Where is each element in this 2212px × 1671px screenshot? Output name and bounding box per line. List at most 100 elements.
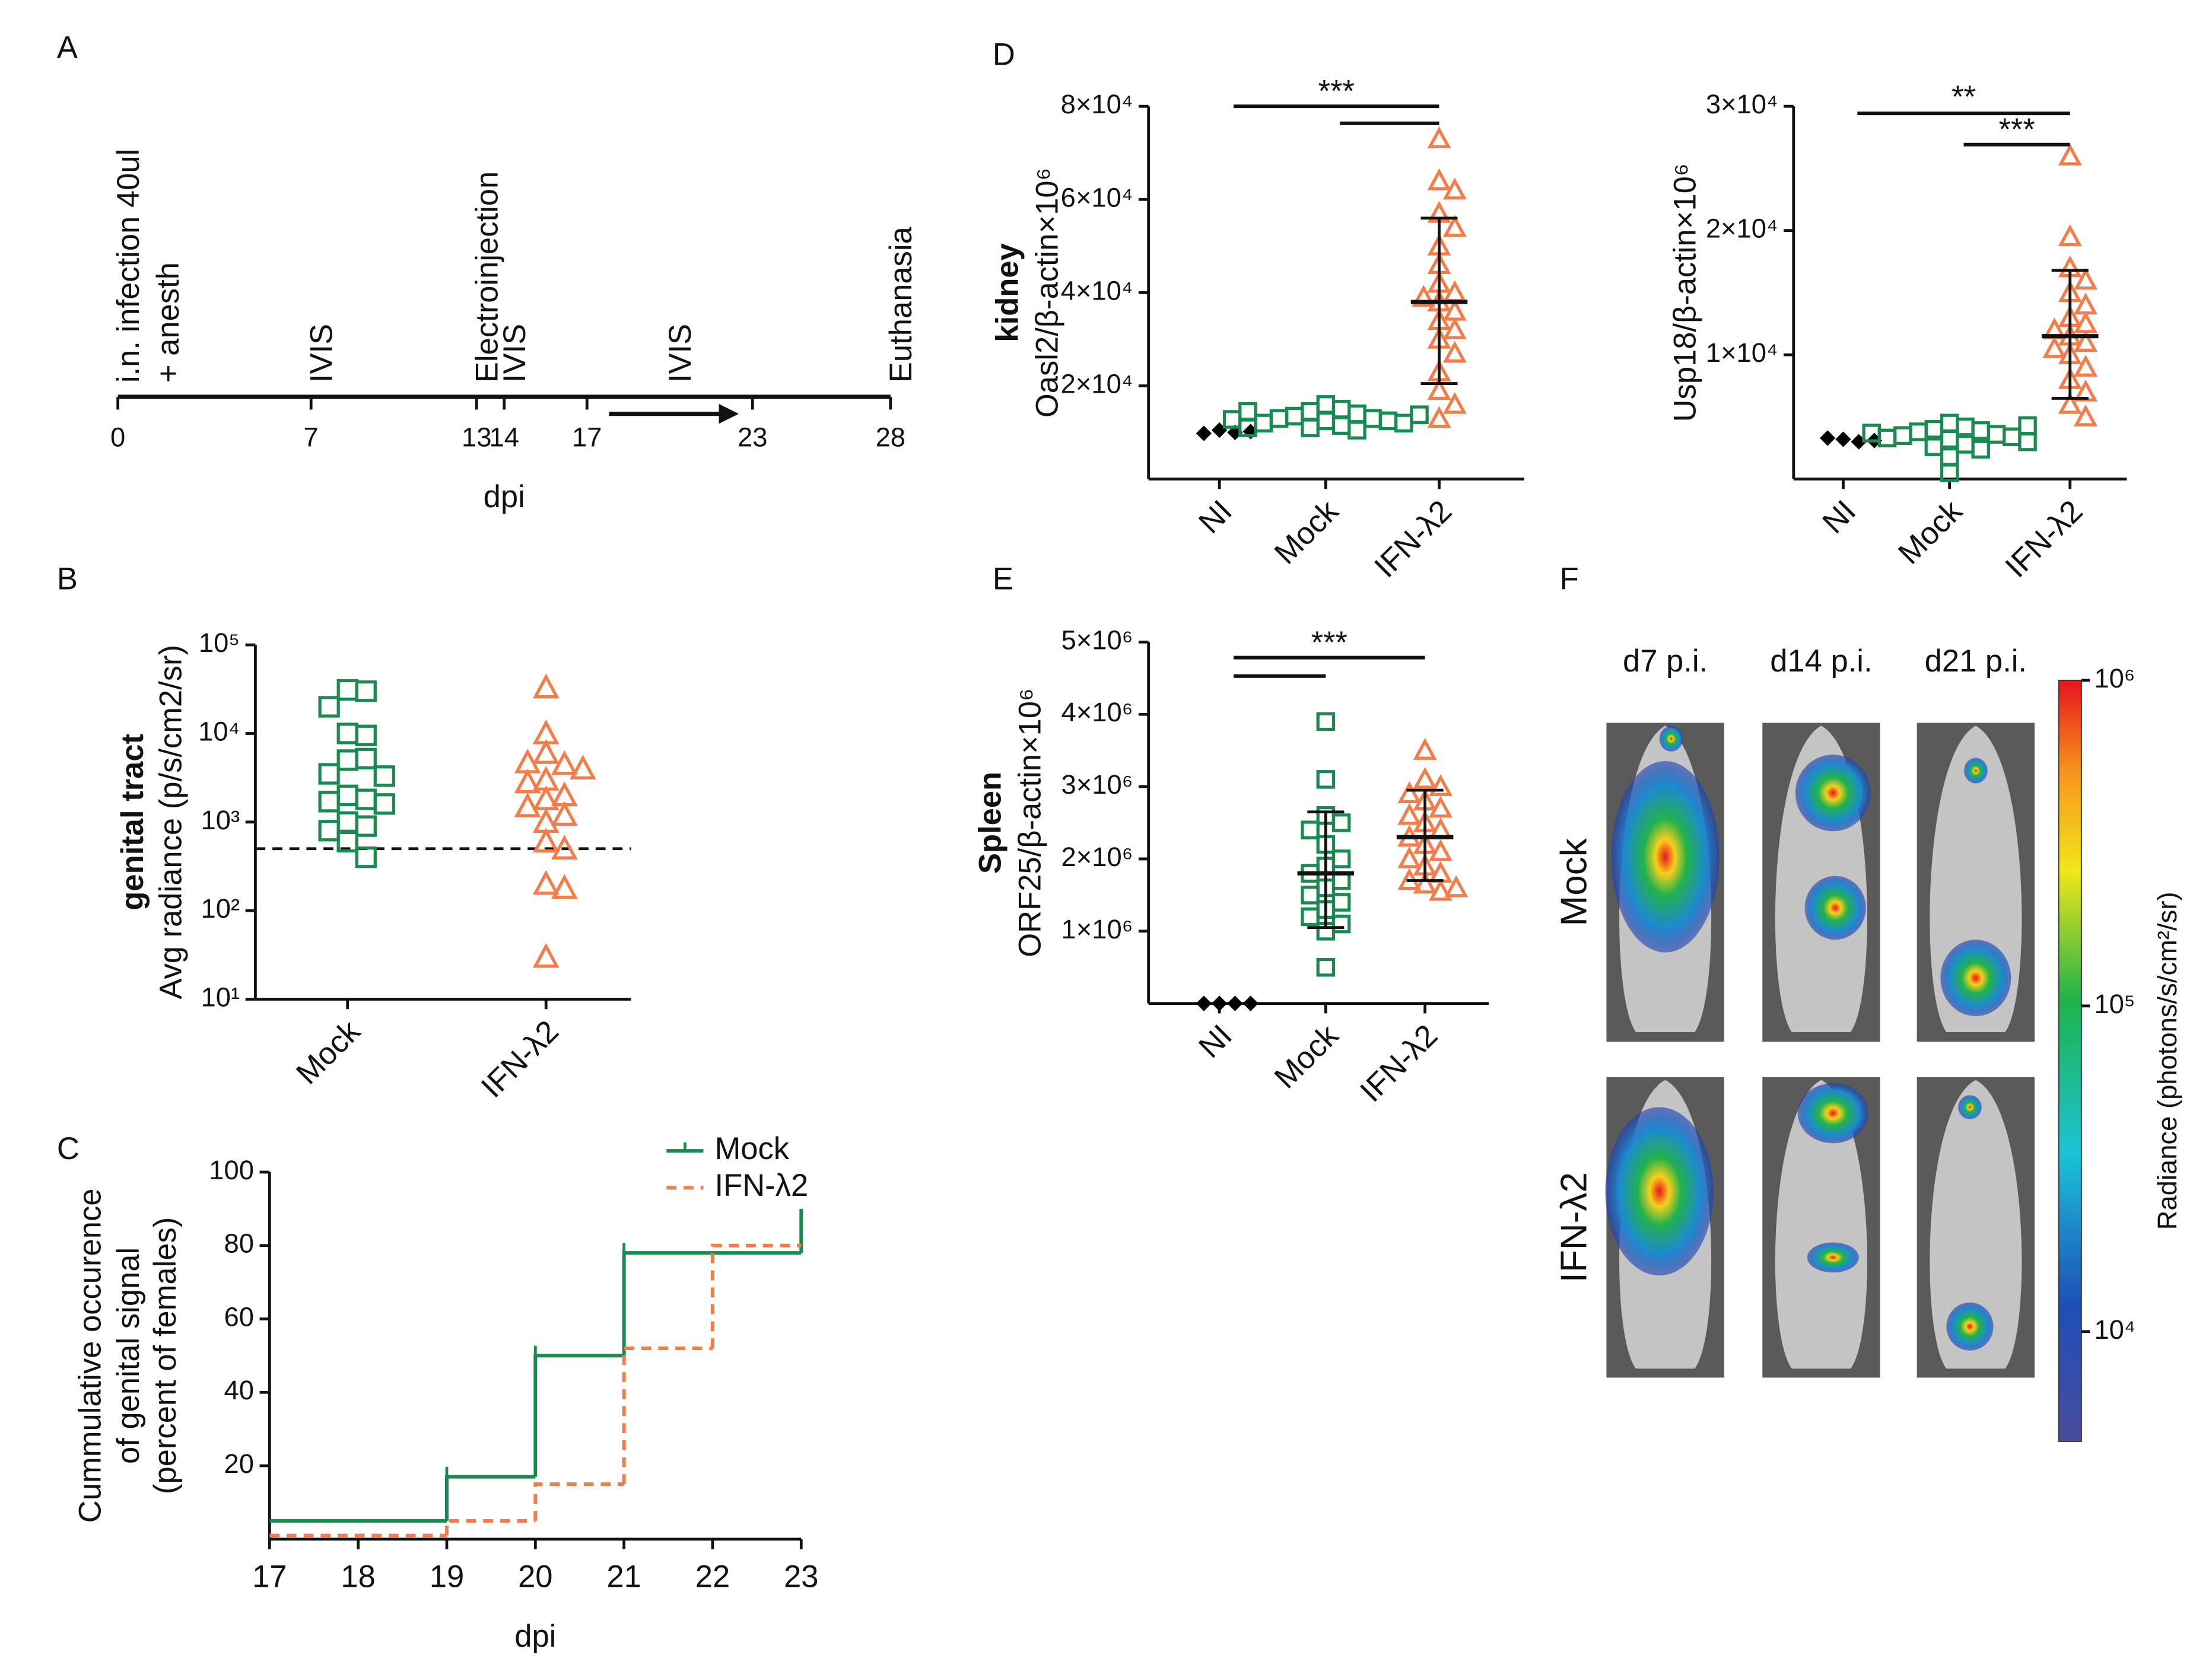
point [1940, 429, 1959, 449]
point [2058, 392, 2082, 414]
point [1427, 126, 1451, 148]
point [1331, 914, 1351, 934]
point [2018, 432, 2037, 451]
point [514, 792, 541, 817]
point [355, 680, 377, 702]
point [570, 755, 596, 780]
point [1222, 410, 1242, 429]
point [373, 793, 395, 815]
tick-label: 17 [572, 422, 602, 453]
point [1238, 402, 1257, 421]
point [1212, 422, 1228, 438]
x-tick-label: IFN-λ2 [1998, 494, 2089, 584]
signal [1659, 725, 1683, 752]
point [1196, 995, 1212, 1011]
point [1397, 781, 1422, 804]
panel-letter: B [57, 562, 78, 597]
panel-letter: E [993, 562, 1013, 597]
point [1413, 871, 1437, 894]
point [1971, 440, 1990, 459]
x-tick-label: 18 [341, 1559, 375, 1594]
point [551, 750, 578, 775]
point [336, 749, 358, 771]
colorbar [2058, 679, 2082, 1442]
step-segment [444, 1475, 536, 1521]
point [318, 791, 340, 813]
point [336, 722, 358, 744]
tick-label: 7 [304, 422, 319, 453]
x-tick-label: IFN-λ2 [475, 1014, 565, 1105]
x-tick-label: Mock [290, 1013, 367, 1091]
signal [1958, 1095, 1982, 1119]
point [1331, 893, 1351, 912]
x-tick-label: Mock [1267, 1017, 1345, 1095]
point [355, 788, 377, 810]
row-label: IFN-λ2 [1554, 1172, 1595, 1282]
point [551, 801, 578, 826]
event-label: i.n. infection 40ul [111, 149, 146, 383]
panel-letter: C [57, 1131, 80, 1166]
point [1877, 428, 1897, 448]
x-tick-label: NI [1816, 494, 1863, 540]
x-tick-label: 17 [252, 1559, 287, 1594]
y-tick-label: 8×10⁴ [1061, 89, 1133, 119]
point [1316, 411, 1336, 431]
point [1820, 430, 1836, 446]
y-tick-label: 3×10⁴ [1706, 89, 1778, 119]
point [336, 830, 358, 853]
point [1442, 177, 1467, 200]
significance-label: *** [1311, 625, 1347, 660]
step-segment [444, 1519, 536, 1536]
step-segment [533, 1354, 624, 1477]
y-tick-label: 60 [224, 1301, 254, 1332]
point [1413, 766, 1437, 789]
point [1412, 285, 1436, 307]
event-label: Euthanasia [883, 226, 919, 383]
column-label: d14 p.i. [1770, 644, 1872, 679]
mouse-body [1930, 1080, 2022, 1369]
point [2058, 143, 2082, 165]
point [1428, 839, 1453, 861]
tick-label: 13 [462, 422, 491, 453]
y-tick-label: 10² [201, 893, 240, 924]
x-tick-label: Mock [1267, 493, 1345, 571]
row-label: Mock [1554, 838, 1595, 926]
y-axis-label: (percent of females) [148, 1217, 183, 1494]
point [373, 765, 395, 787]
point [318, 763, 340, 785]
signal [1605, 1107, 1714, 1276]
point [1301, 418, 1320, 437]
point [532, 739, 560, 764]
signal [1946, 1302, 1994, 1351]
point [1427, 406, 1451, 428]
y-axis-label: Cummulative occurence [73, 1189, 108, 1523]
y-tick-label: 6×10⁴ [1061, 182, 1133, 212]
point [1316, 395, 1336, 414]
point [1363, 409, 1382, 428]
x-tick-label: 19 [430, 1559, 464, 1594]
y-axis-label: Avg radiance (p/s/cm2/sr) [154, 645, 189, 1000]
mouse-body [1775, 1080, 1867, 1369]
x-axis-label: dpi [514, 1619, 556, 1654]
point [1924, 420, 1944, 439]
panel-letter: F [1560, 562, 1579, 597]
point [1835, 431, 1851, 447]
arrow [719, 403, 739, 424]
point [1316, 712, 1336, 731]
y-tick-label: 10³ [201, 805, 240, 835]
point [2003, 427, 2022, 447]
x-tick-label: IFN-λ2 [1353, 1018, 1444, 1109]
x-tick-label: Mock [1892, 493, 1969, 571]
x-tick-label: 20 [518, 1559, 552, 1594]
point [1971, 421, 1990, 440]
x-tick-label: 22 [695, 1559, 730, 1594]
point [2074, 355, 2097, 377]
point [514, 768, 541, 794]
y-axis-title: genital tract [115, 734, 150, 911]
point [1301, 402, 1320, 421]
point [1410, 405, 1429, 424]
point [2058, 224, 2082, 246]
panel-letter: A [57, 30, 78, 65]
point [1331, 849, 1351, 868]
